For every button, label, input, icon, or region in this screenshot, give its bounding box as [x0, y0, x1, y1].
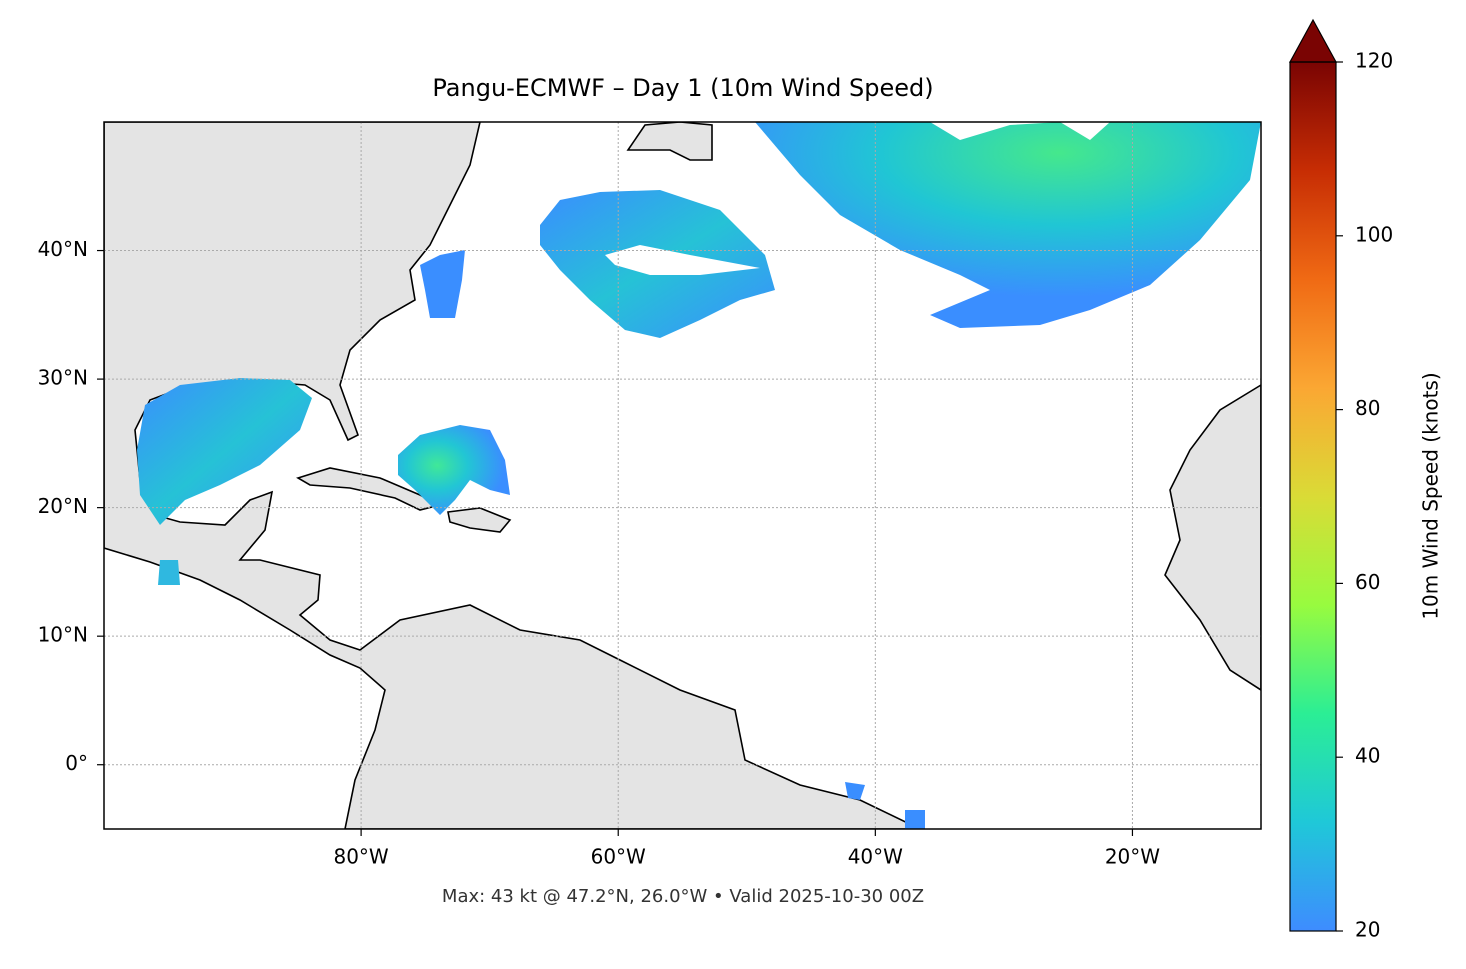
americas [104, 122, 921, 829]
chart-title: Pangu-ECMWF – Day 1 (10m Wind Speed) [432, 74, 933, 102]
hispaniola [447, 507, 512, 533]
colorbar-frame [1289, 61, 1337, 932]
colorbar-tick-label: 40 [1355, 744, 1380, 768]
wind-storm-west [540, 190, 775, 338]
y-tick-label: 30°N [38, 366, 88, 390]
colorbar-tick-label: 120 [1355, 49, 1393, 73]
colorbar-label: 10m Wind Speed (knots) [1419, 372, 1443, 619]
x-tick-label: 20°W [1105, 845, 1160, 869]
wind-brazil [845, 782, 925, 829]
wind-storm-east [755, 122, 1261, 328]
y-tick-label: 20°N [38, 494, 88, 518]
colorbar-tick-label: 60 [1355, 570, 1380, 594]
y-tick-label: 10°N [38, 623, 88, 647]
colorbar-extension [1288, 18, 1338, 63]
x-tick-label: 40°W [848, 845, 903, 869]
map-area [104, 122, 1261, 829]
axes-frame [103, 121, 1262, 830]
wind-hurricane [398, 425, 510, 515]
colorbar [1290, 62, 1336, 931]
y-tick-label: 40°N [38, 237, 88, 261]
x-tick-label: 60°W [591, 845, 646, 869]
colorbar-tick-label: 100 [1355, 222, 1393, 246]
x-tick-label: 80°W [333, 845, 388, 869]
y-tick-label: 0° [65, 751, 88, 775]
colorbar-tick-label: 20 [1355, 918, 1380, 942]
wind-east-coast [420, 250, 465, 318]
wind-gulf [137, 378, 312, 525]
colorbar-tick-label: 80 [1355, 396, 1380, 420]
footer: Max: 43 kt @ 47.2°N, 26.0°W • Valid 2025… [442, 886, 924, 907]
newfoundland [626, 122, 713, 161]
africa [1164, 384, 1261, 691]
wind-pacific [158, 560, 180, 585]
